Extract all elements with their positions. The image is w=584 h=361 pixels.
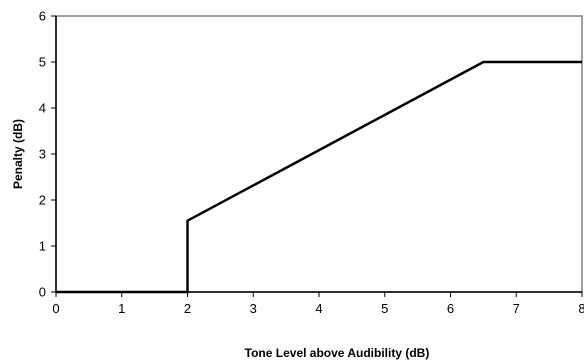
axes [55, 16, 582, 293]
y-tick-label: 3 [39, 147, 46, 162]
x-tick-label: 0 [52, 301, 59, 316]
x-tick-label: 7 [513, 301, 520, 316]
x-tick-label: 6 [447, 301, 454, 316]
x-tick-label: 3 [250, 301, 257, 316]
x-tick-label: 2 [184, 301, 191, 316]
y-tick-label: 6 [39, 9, 46, 24]
y-tick-label: 0 [39, 285, 46, 300]
y-tick-label: 5 [39, 55, 46, 70]
x-tick-label: 8 [578, 301, 584, 316]
x-tick-label: 4 [315, 301, 322, 316]
plot-area-border [55, 15, 583, 293]
x-tick-label: 5 [381, 301, 388, 316]
y-tick-label: 1 [39, 239, 46, 254]
x-axis-title: Tone Level above Audibility (dB) [245, 346, 430, 360]
x-tick-label: 1 [118, 301, 125, 316]
ticks: 0 1 2 3 4 5 6 7 8 0 1 2 3 4 5 6 [39, 9, 584, 317]
series-layer [56, 60, 582, 294]
y-tick-label: 2 [39, 193, 46, 208]
y-tick-label: 4 [39, 101, 46, 116]
y-axis-title: Penalty (dB) [11, 119, 25, 189]
penalty-line [56, 60, 582, 294]
